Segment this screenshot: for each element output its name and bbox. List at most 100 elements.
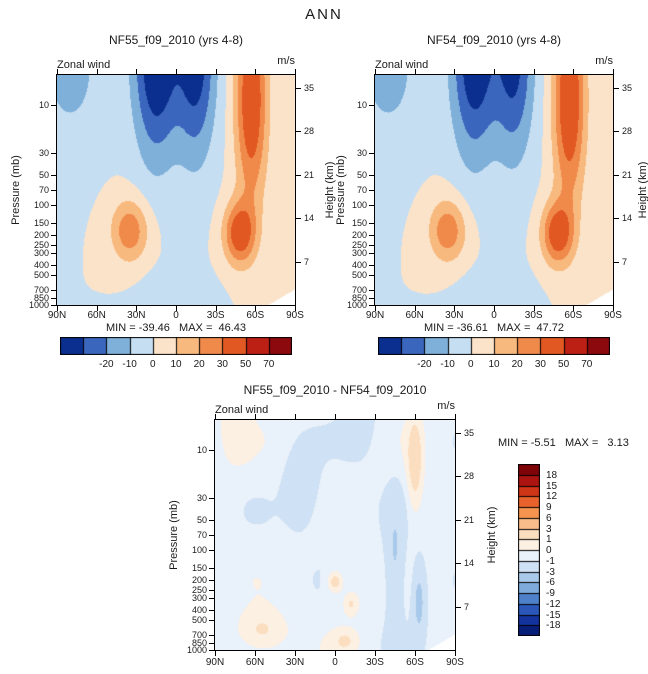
lat-tick-mark xyxy=(455,650,456,656)
pressure-tick-label: 500 xyxy=(351,269,367,280)
pressure-tick-label: 70 xyxy=(196,529,207,540)
pressure-tick-mark xyxy=(209,589,215,591)
field-label: Zonal wind xyxy=(57,59,111,71)
colorbar xyxy=(518,464,540,636)
lat-tick-mark xyxy=(57,69,58,75)
colorbar xyxy=(378,337,610,355)
pressure-tick-mark xyxy=(369,252,375,254)
colorbar-tick-label: 0 xyxy=(468,359,474,370)
lat-tick-label: 0 xyxy=(491,310,497,321)
pressure-tick-label: 100 xyxy=(191,545,207,556)
height-tick-label: 35 xyxy=(304,82,315,93)
pressure-tick-label: 250 xyxy=(191,584,207,595)
colorbar-tick-label: 1 xyxy=(546,534,552,546)
pressure-tick-label: 400 xyxy=(191,605,207,616)
pressure-tick-mark xyxy=(209,497,215,499)
height-tick-label: 35 xyxy=(622,82,633,93)
pressure-tick-mark xyxy=(51,274,57,276)
contour-plot xyxy=(215,420,455,650)
height-tick-mark xyxy=(613,174,619,176)
pressure-tick-label: 300 xyxy=(191,592,207,603)
height-tick-label: 21 xyxy=(304,169,315,180)
colorbar-tick-label: 3 xyxy=(546,523,552,535)
lat-tick-label: 0 xyxy=(173,310,179,321)
plot-frame xyxy=(214,419,456,651)
height-axis-label: Height (km) xyxy=(486,506,498,564)
colorbar-tick-label: 70 xyxy=(581,359,593,370)
pressure-tick-mark xyxy=(209,550,215,552)
pressure-tick-label: 100 xyxy=(33,200,49,211)
colorbar-tick-label: 10 xyxy=(488,359,500,370)
lat-tick-mark xyxy=(455,414,456,420)
lat-tick-label: 60N xyxy=(405,310,424,321)
lat-tick-mark xyxy=(573,305,575,311)
pressure-tick-label: 850 xyxy=(191,637,207,648)
pressure-tick-mark xyxy=(369,174,375,176)
colorbar-tick-label: 20 xyxy=(511,359,523,370)
colorbar-tick-label: 20 xyxy=(193,359,205,370)
height-tick-mark xyxy=(455,432,461,434)
lat-tick-mark xyxy=(454,305,456,311)
pressure-tick-mark xyxy=(209,619,215,621)
lat-tick-mark xyxy=(215,69,217,75)
lat-tick-label: 30N xyxy=(445,310,464,321)
colorbar-tick-label: 15 xyxy=(546,480,558,492)
pressure-tick-label: 30 xyxy=(38,147,49,158)
lat-tick-mark xyxy=(136,305,138,311)
pressure-tick-label: 850 xyxy=(351,292,367,303)
height-tick-label: 35 xyxy=(464,427,475,438)
lat-tick-mark xyxy=(335,650,336,656)
pressure-tick-label: 70 xyxy=(38,184,49,195)
panel-title: NF54_f09_2010 (yrs 4-8) xyxy=(426,33,562,47)
figure-title: ANN xyxy=(305,6,343,23)
colorbar-tick-label: -10 xyxy=(122,359,137,370)
lat-tick-label: 60S xyxy=(406,657,424,668)
colorbar-tick-label: 30 xyxy=(216,359,228,370)
pressure-tick-mark xyxy=(209,610,215,612)
height-tick-label: 7 xyxy=(464,601,470,612)
pressure-tick-mark xyxy=(51,305,57,306)
lat-tick-mark xyxy=(215,414,216,420)
colorbar-tick-label: -3 xyxy=(546,566,555,578)
pressure-tick-label: 1000 xyxy=(28,300,49,310)
lat-tick-label: 90S xyxy=(446,657,464,668)
pressure-tick-mark xyxy=(51,174,57,176)
lat-tick-label: 90S xyxy=(604,310,622,321)
pressure-tick-label: 300 xyxy=(351,247,367,258)
lat-tick-mark xyxy=(335,414,336,420)
lat-tick-label: 60S xyxy=(564,310,583,321)
lat-tick-mark xyxy=(494,305,495,311)
pressure-tick-label: 50 xyxy=(38,169,49,180)
pressure-tick-label: 200 xyxy=(33,230,49,241)
pressure-tick-label: 30 xyxy=(356,147,367,158)
colorbar-tick-label: 0 xyxy=(546,545,552,556)
height-tick-label: 21 xyxy=(622,169,633,180)
colorbar-tick-label: -10 xyxy=(440,359,455,370)
height-tick-label: 7 xyxy=(622,256,628,267)
height-tick-label: 21 xyxy=(464,514,475,525)
pressure-tick-mark xyxy=(369,274,375,276)
pressure-tick-label: 50 xyxy=(356,169,367,180)
colorbar-tick-label: 30 xyxy=(534,359,546,370)
height-tick-label: 14 xyxy=(622,213,633,224)
lat-tick-mark xyxy=(533,69,535,75)
lat-tick-label: 90N xyxy=(365,310,385,321)
pressure-tick-label: 400 xyxy=(351,260,367,271)
field-label: Zonal wind xyxy=(215,404,269,416)
pressure-tick-mark xyxy=(369,189,375,191)
lat-tick-label: 90N xyxy=(205,657,225,668)
height-tick-mark xyxy=(295,131,301,133)
height-tick-label: 28 xyxy=(622,126,633,137)
lat-tick-label: 60S xyxy=(246,310,265,321)
colorbar xyxy=(60,337,292,355)
colorbar-tick-label: 9 xyxy=(546,502,552,513)
pressure-tick-mark xyxy=(369,152,375,154)
pressure-tick-label: 150 xyxy=(351,217,367,228)
lat-tick-mark xyxy=(375,305,376,311)
lat-tick-mark xyxy=(215,305,217,311)
height-tick-label: 14 xyxy=(304,213,315,224)
pressure-tick-mark xyxy=(51,244,57,246)
plot-frame xyxy=(56,74,296,306)
lat-tick-label: 30S xyxy=(524,310,543,321)
